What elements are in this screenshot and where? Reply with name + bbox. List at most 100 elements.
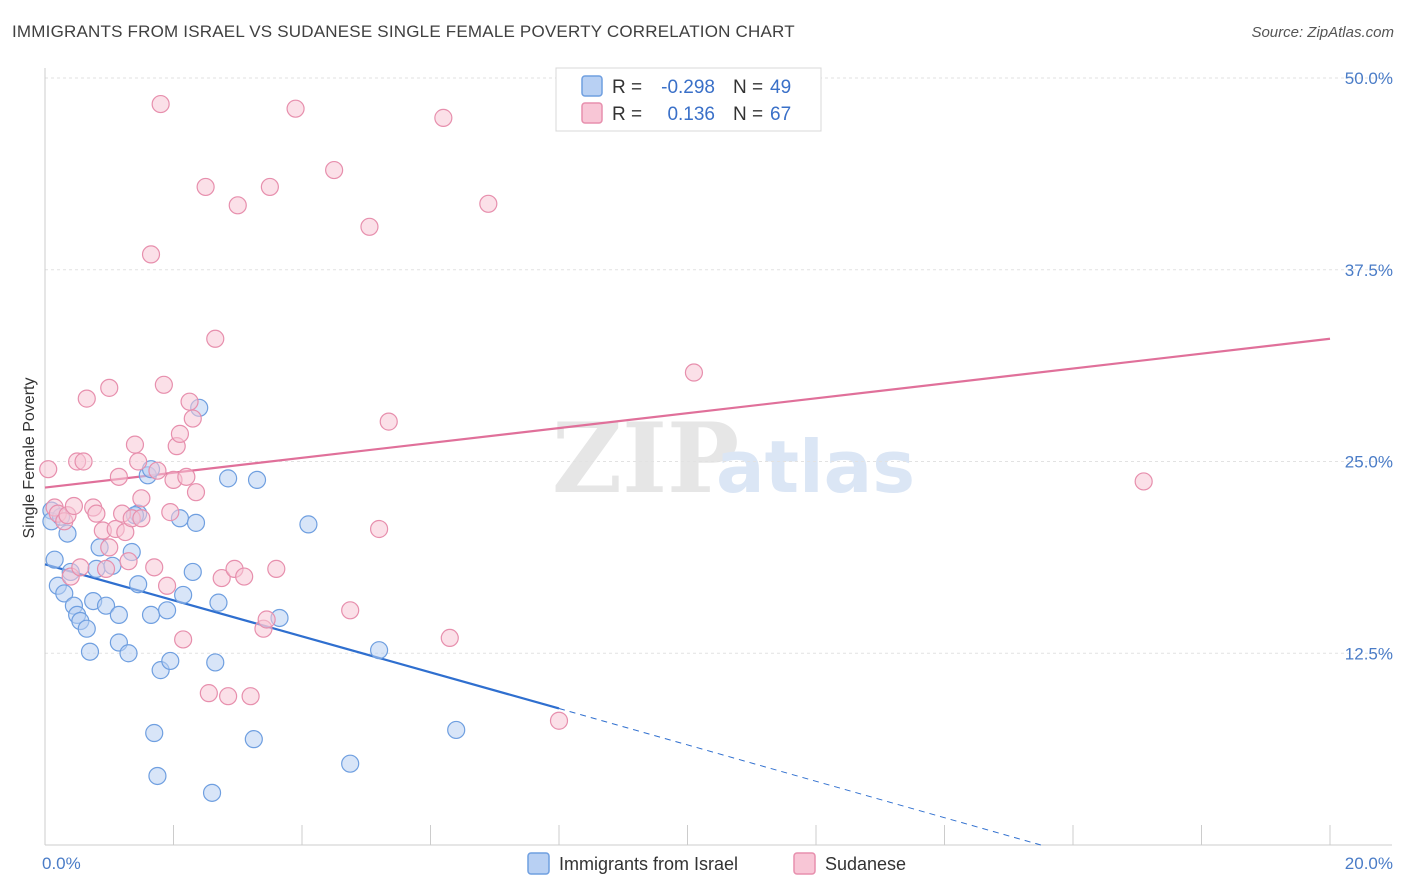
point-0-16 <box>96 596 116 615</box>
point-1-27 <box>141 245 161 264</box>
legend: R = -0.298 N = 49 R = 0.136 N = 67 <box>555 67 822 132</box>
point-0-22 <box>129 575 148 594</box>
y-axis-label: Single Female Poverty <box>21 378 38 539</box>
point-0-37 <box>206 653 225 672</box>
y-tick-label-2: 37.5% <box>1345 261 1393 280</box>
point-1-32 <box>157 576 177 595</box>
point-1-55 <box>286 99 305 118</box>
point-0-44 <box>341 754 360 773</box>
point-0-18 <box>109 605 128 625</box>
point-0-5 <box>55 584 74 603</box>
point-1-41 <box>186 483 206 502</box>
point-1-39 <box>180 392 199 411</box>
point-1-8 <box>71 558 90 577</box>
point-0-40 <box>244 730 263 749</box>
point-1-36 <box>170 424 190 443</box>
point-1-56 <box>325 160 344 180</box>
point-1-66 <box>1134 472 1153 491</box>
point-0-20 <box>119 644 138 663</box>
x-tick-label-1: 20.0% <box>1345 854 1393 873</box>
point-1-33 <box>161 503 180 522</box>
point-1-26 <box>132 509 151 528</box>
bottom-legend: Immigrants from Israel Sudanese <box>527 852 906 875</box>
point-1-57 <box>341 601 360 620</box>
data-points <box>39 94 1153 802</box>
point-0-33 <box>183 562 202 582</box>
legend-r-value-israel: -0.298 <box>661 77 715 98</box>
point-0-12 <box>80 642 100 661</box>
point-1-61 <box>434 108 453 127</box>
point-1-53 <box>260 177 279 197</box>
trend-line-dashed-0 <box>558 707 1042 846</box>
bottom-legend-label-sudanese: Sudanese <box>825 854 906 874</box>
y-tick-label-1: 25.0% <box>1345 453 1393 472</box>
point-1-42 <box>196 177 215 197</box>
point-1-50 <box>241 687 260 706</box>
point-1-21 <box>119 552 138 571</box>
grid-lines <box>45 77 1392 654</box>
point-1-23 <box>125 435 145 454</box>
point-1-59 <box>370 519 389 539</box>
point-1-31 <box>154 375 173 394</box>
point-1-54 <box>267 559 286 578</box>
point-0-27 <box>148 766 167 786</box>
point-1-58 <box>360 217 379 236</box>
point-1-64 <box>549 711 569 730</box>
y-tick-label-0: 12.5% <box>1345 644 1393 663</box>
legend-swatch-israel <box>581 75 603 97</box>
point-0-46 <box>447 720 466 740</box>
x-tick-label-0: 0.0% <box>42 854 81 873</box>
x-tick-labels: 0.0% 20.0% <box>42 854 1393 873</box>
point-0-26 <box>145 723 164 743</box>
point-1-63 <box>479 194 498 213</box>
point-1-9 <box>74 452 93 471</box>
point-1-37 <box>174 630 193 649</box>
point-1-38 <box>177 467 196 486</box>
point-0-34 <box>186 513 206 532</box>
point-0-41 <box>247 470 267 490</box>
trend-line-1 <box>44 337 1331 489</box>
legend-n-value-sudanese: 67 <box>770 104 791 125</box>
legend-n-label-sudanese: N = <box>733 104 763 125</box>
axes <box>44 68 1392 846</box>
chart-source: Source: ZipAtlas.com <box>1251 24 1394 41</box>
point-0-45 <box>370 641 389 660</box>
point-0-36 <box>202 783 222 802</box>
point-1-10 <box>77 389 96 408</box>
point-0-43 <box>299 515 318 534</box>
point-1-16 <box>100 378 119 397</box>
legend-n-label-israel: N = <box>733 77 763 98</box>
point-1-28 <box>145 558 164 577</box>
watermark: ZIP atlas <box>552 402 915 515</box>
y-tick-label-3: 50.0% <box>1345 69 1393 88</box>
point-1-0 <box>39 460 58 479</box>
point-1-48 <box>228 196 247 215</box>
legend-n-value-israel: 49 <box>770 77 791 98</box>
point-0-2 <box>45 550 64 569</box>
point-1-40 <box>183 409 202 428</box>
watermark-zip: ZIP <box>552 402 739 515</box>
watermark-atlas: atlas <box>716 425 915 509</box>
point-1-46 <box>219 687 238 706</box>
point-1-12 <box>87 504 106 523</box>
point-1-14 <box>96 559 116 578</box>
point-0-11 <box>77 619 96 638</box>
legend-r-value-sudanese: 0.136 <box>667 104 715 125</box>
point-0-25 <box>141 605 161 625</box>
point-1-49 <box>235 567 254 586</box>
point-1-24 <box>129 452 148 471</box>
point-1-52 <box>257 610 276 629</box>
point-0-32 <box>174 585 193 605</box>
chart-title: IMMIGRANTS FROM ISRAEL VS SUDANESE SINGL… <box>12 22 795 41</box>
point-0-29 <box>157 601 177 620</box>
point-1-15 <box>100 538 119 557</box>
point-0-39 <box>219 469 238 488</box>
bottom-legend-swatch-sudanese <box>793 852 816 875</box>
point-1-44 <box>206 329 225 348</box>
point-1-60 <box>379 412 398 431</box>
point-1-18 <box>109 467 128 486</box>
point-0-30 <box>161 651 180 671</box>
point-1-43 <box>199 684 218 703</box>
point-1-65 <box>684 363 704 382</box>
bottom-legend-swatch-israel <box>527 852 550 875</box>
